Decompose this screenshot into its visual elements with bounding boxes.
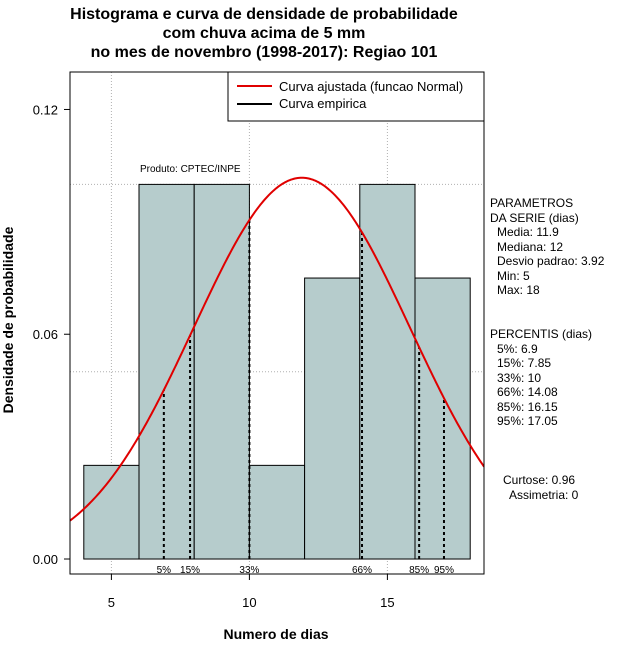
x-axis-label: Numero de dias (223, 626, 328, 642)
curtose-label: Curtose: 0.96 (503, 473, 576, 487)
percentile-label: 33% (239, 565, 259, 576)
percentile-label: 85% (409, 565, 429, 576)
stat-media: Media: 11.9 (497, 225, 559, 239)
histogram-bar (304, 277, 361, 560)
percentil-item: 33%: 10 (497, 370, 542, 385)
legend: Curva ajustada (funcao Normal) Curva emp… (227, 71, 485, 122)
y-tick-label: 0.12 (33, 102, 58, 117)
chart-title-line-3: no mes de novembro (1998-2017): Regiao 1… (90, 44, 438, 61)
histogram-bar (83, 464, 140, 560)
x-tick-label: 15 (380, 595, 394, 610)
y-tick-label: 0.06 (33, 327, 58, 342)
percentil-item: 85%: 16.15 (497, 399, 558, 414)
assimetria-label: Assimetria: 0 (509, 488, 579, 502)
x-tick-label: 5 (108, 595, 115, 610)
x-tick-label: 10 (242, 595, 256, 610)
histogram-bar (138, 183, 195, 560)
stat-desvio-padrao: Desvio padrao: 3.92 (497, 254, 605, 268)
percentis-panel: PERCENTIS (dias) 5%: 6.9 15%: 7.85 33%: … (490, 327, 592, 429)
chart-labels: 5% 15% 33% 66% 85% 95% 5 10 15 0.00 0.06 0.12 (33, 102, 454, 610)
stat-max: Max: 18 (497, 283, 540, 297)
histogram-bar (414, 277, 471, 560)
legend-box (227, 71, 485, 122)
parametros-panel: PARAMETROS DA SERIE (dias) Media: 11.9 M… (490, 196, 604, 298)
density-curves (70, 176, 484, 522)
histogram-bar (193, 183, 250, 560)
percentile-lines (162, 220, 445, 560)
parametros-heading-2: DA SERIE (dias) (490, 210, 579, 225)
histogram-bar (359, 183, 416, 560)
y-tick-label: 0.00 (33, 552, 58, 567)
percentil-item: 5%: 6.9 (497, 341, 538, 356)
percentil-item: 15%: 7.85 (497, 356, 552, 370)
parametros-heading-1: PARAMETROS (490, 196, 574, 210)
normal-density-curve (70, 176, 484, 522)
percentile-label: 66% (352, 565, 372, 576)
chart-title-line-2: com chuva acima de 5 mm (162, 25, 366, 42)
stat-mediana: Mediana: 12 (497, 239, 564, 254)
product-label: Produto: CPTEC/INPE (140, 164, 241, 175)
legend-empirical-label: Curva empirica (279, 96, 367, 111)
chart-title-line-1: Histograma e curva de densidade de proba… (70, 6, 458, 23)
percentil-item: 95%: 17.05 (497, 414, 558, 428)
histogram-bar (248, 464, 306, 560)
percentile-label: 5% (157, 565, 172, 576)
percentil-item: 66%: 14.08 (497, 385, 558, 399)
axes (64, 108, 388, 580)
histogram-bars (83, 183, 471, 560)
percentile-label: 15% (180, 565, 200, 576)
percentile-label: 95% (434, 565, 454, 576)
y-axis-label: Densidade de probabilidade (0, 226, 16, 413)
stat-min: Min: 5 (497, 268, 530, 283)
legend-normal-label: Curva ajustada (funcao Normal) (279, 79, 463, 94)
percentis-heading: PERCENTIS (dias) (490, 327, 593, 341)
